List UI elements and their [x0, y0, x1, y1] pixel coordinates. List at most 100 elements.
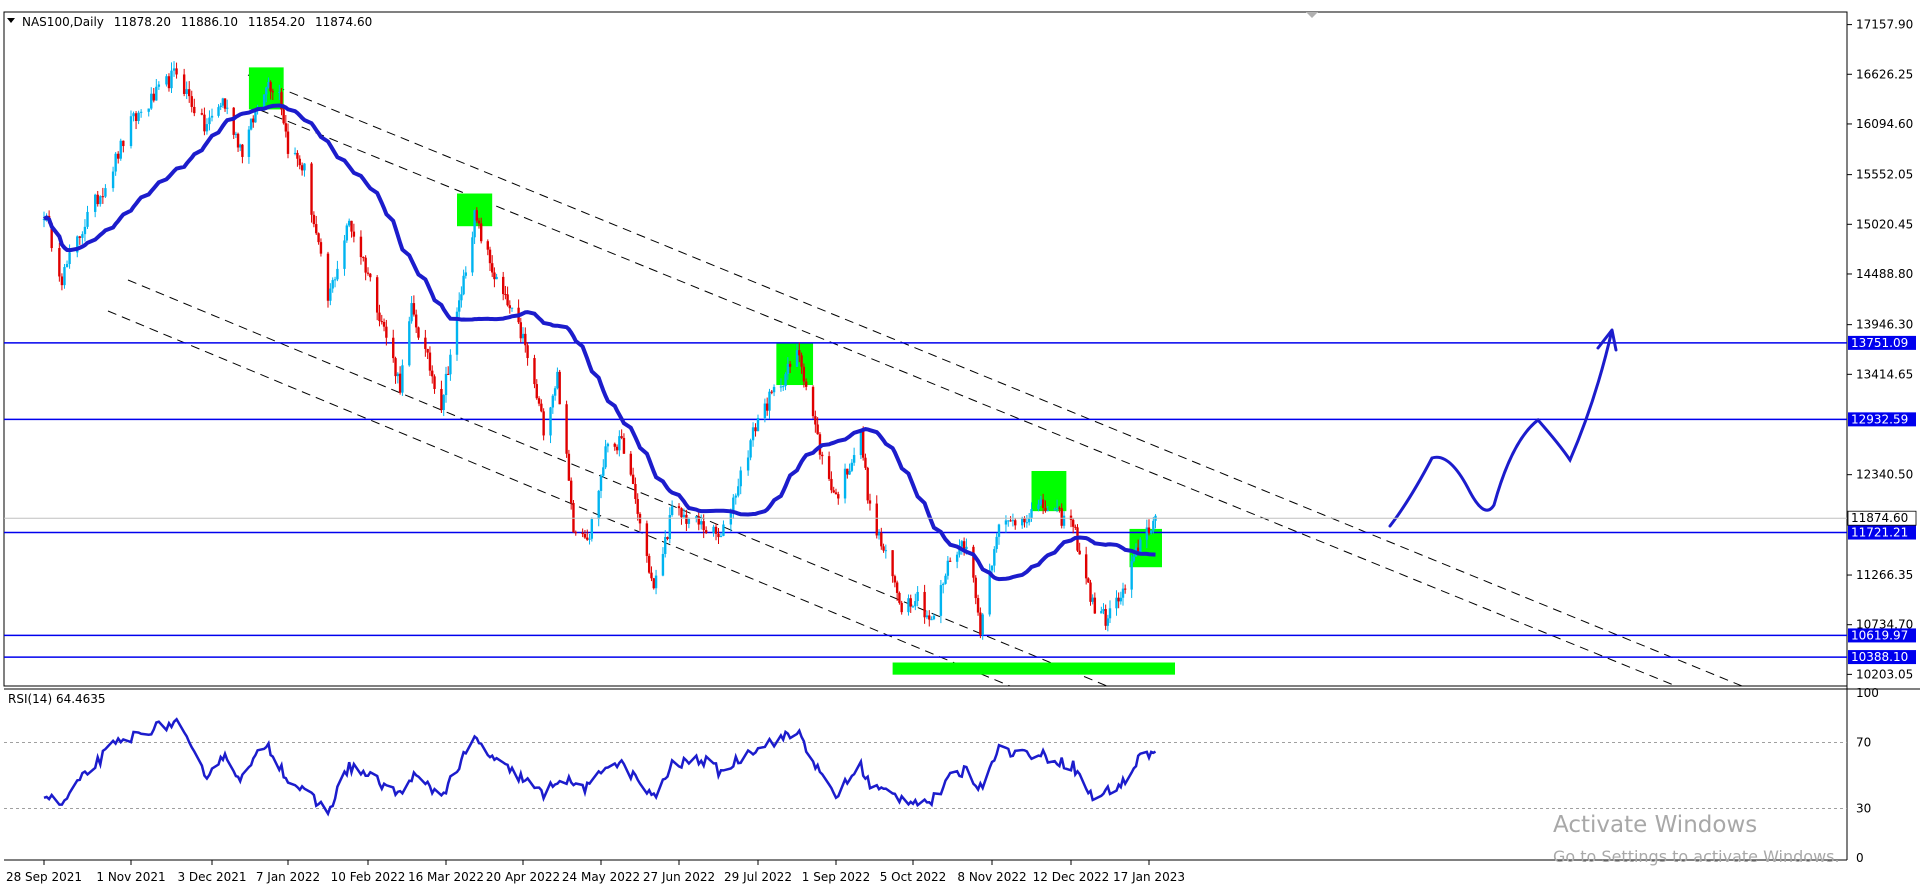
- candle-bull: [267, 82, 270, 88]
- rsi-line: [43, 717, 1157, 817]
- candle-bear: [232, 107, 235, 135]
- candle-bear: [535, 384, 538, 399]
- level-price-tag: [1848, 335, 1916, 350]
- candle-bull: [442, 395, 445, 411]
- time-tick-label: 1 Nov 2021: [96, 870, 165, 884]
- candle-bull: [129, 116, 133, 147]
- horizontal-levels[interactable]: [4, 342, 1847, 658]
- candle-bear: [680, 508, 683, 518]
- candle-bear: [574, 532, 577, 534]
- candle-bull: [654, 575, 658, 589]
- candle-bull: [737, 486, 740, 496]
- candle-bull: [1007, 520, 1010, 522]
- candle-bear: [1058, 507, 1061, 509]
- candle-bear: [380, 321, 383, 323]
- candle-bear: [645, 523, 649, 556]
- current-price-tag: [1847, 510, 1917, 526]
- candle-bull: [618, 436, 621, 451]
- candle-bull: [599, 475, 603, 491]
- candle-bear: [622, 437, 626, 454]
- candle-bear: [615, 446, 619, 451]
- candle-bear: [424, 337, 427, 349]
- candle-bear: [398, 373, 402, 393]
- projection-arrow[interactable]: [1388, 328, 1618, 528]
- candle-bull: [687, 518, 691, 524]
- candle-bear: [558, 371, 561, 405]
- candle-bull: [549, 407, 552, 436]
- time-tick-label: 12 Dec 2022: [1033, 870, 1110, 884]
- candle-bear: [152, 93, 155, 101]
- candle-bear: [1009, 520, 1012, 522]
- candle-bear: [310, 163, 313, 215]
- candle-bear: [770, 391, 773, 393]
- candle-bull: [1037, 504, 1040, 510]
- candle-bull: [756, 418, 760, 432]
- candle-bear: [923, 591, 926, 618]
- candle-bull: [848, 470, 851, 475]
- candle-bear: [447, 373, 450, 375]
- price-tick-label: 10734.70: [1856, 618, 1913, 632]
- candle-bull: [1039, 499, 1042, 505]
- candle-bear: [613, 443, 616, 447]
- candle-bull: [1027, 517, 1031, 523]
- candle-bull: [471, 237, 474, 273]
- level-price-label: 12932.59: [1851, 412, 1908, 426]
- price-tick-label: 16094.60: [1856, 117, 1913, 131]
- candle-bear: [241, 144, 244, 157]
- candle-bull: [1091, 597, 1094, 602]
- rsi-tick-label: 30: [1856, 802, 1871, 816]
- candle-bear: [480, 223, 483, 242]
- candle-bear: [412, 303, 416, 315]
- candle-bull: [219, 105, 222, 108]
- candle-bull: [210, 115, 214, 118]
- candle-bear: [382, 321, 386, 327]
- price-tick-label: 11266.35: [1856, 568, 1913, 582]
- candle-bear: [491, 263, 494, 273]
- candle-bull: [165, 76, 168, 85]
- candle-bear: [280, 91, 283, 110]
- candle-bull: [170, 70, 173, 89]
- candle-bull: [329, 288, 332, 301]
- candle-bear: [928, 615, 931, 620]
- candle-bear: [583, 534, 587, 538]
- candle-bear: [798, 350, 801, 356]
- candle-bear: [846, 468, 849, 475]
- candle-bear: [697, 516, 700, 525]
- moving-average-line: [43, 103, 1156, 582]
- candle-bear: [182, 74, 186, 94]
- candle-bear: [572, 502, 575, 533]
- candle-bull: [444, 373, 448, 396]
- candle-bull: [1139, 539, 1142, 553]
- candle-bull: [859, 430, 863, 456]
- candle-bull: [1021, 518, 1024, 526]
- shift-marker-icon[interactable]: [1306, 12, 1318, 18]
- candle-bear: [134, 113, 138, 121]
- candle-bull: [722, 524, 725, 536]
- candle-bull: [590, 519, 594, 539]
- time-axis: 28 Sep 2021 1 Nov 2021 3 Dec 2021 7 Jan 202…: [6, 860, 1185, 884]
- candle-bear: [315, 224, 318, 234]
- candle-bull: [68, 252, 71, 265]
- collapse-triangle-icon[interactable]: [7, 18, 15, 23]
- candle-bear: [96, 194, 99, 205]
- rsi-title: RSI(14) 64.4635: [8, 692, 106, 706]
- candle-bear: [1084, 554, 1088, 579]
- time-tick-label: 16 Mar 2022: [408, 870, 484, 884]
- candle-bear: [880, 532, 883, 547]
- candle-bull: [239, 144, 242, 148]
- candle-bear: [1087, 578, 1090, 583]
- candle-bear: [569, 480, 573, 503]
- candle-bull: [682, 514, 686, 518]
- candle-bear: [788, 363, 792, 367]
- time-tick-label: 24 May 2022: [562, 870, 640, 884]
- candle-bear: [882, 546, 885, 551]
- candle-bull: [408, 321, 411, 366]
- channel-lower-line-1: [127, 279, 1108, 687]
- candle-bull: [114, 153, 117, 172]
- candle-bear: [634, 484, 637, 500]
- candle-bull: [852, 455, 856, 463]
- candle-bull: [779, 386, 783, 388]
- candle-bull: [347, 220, 351, 226]
- candle-bull: [208, 117, 211, 125]
- candle-bear: [1078, 550, 1081, 555]
